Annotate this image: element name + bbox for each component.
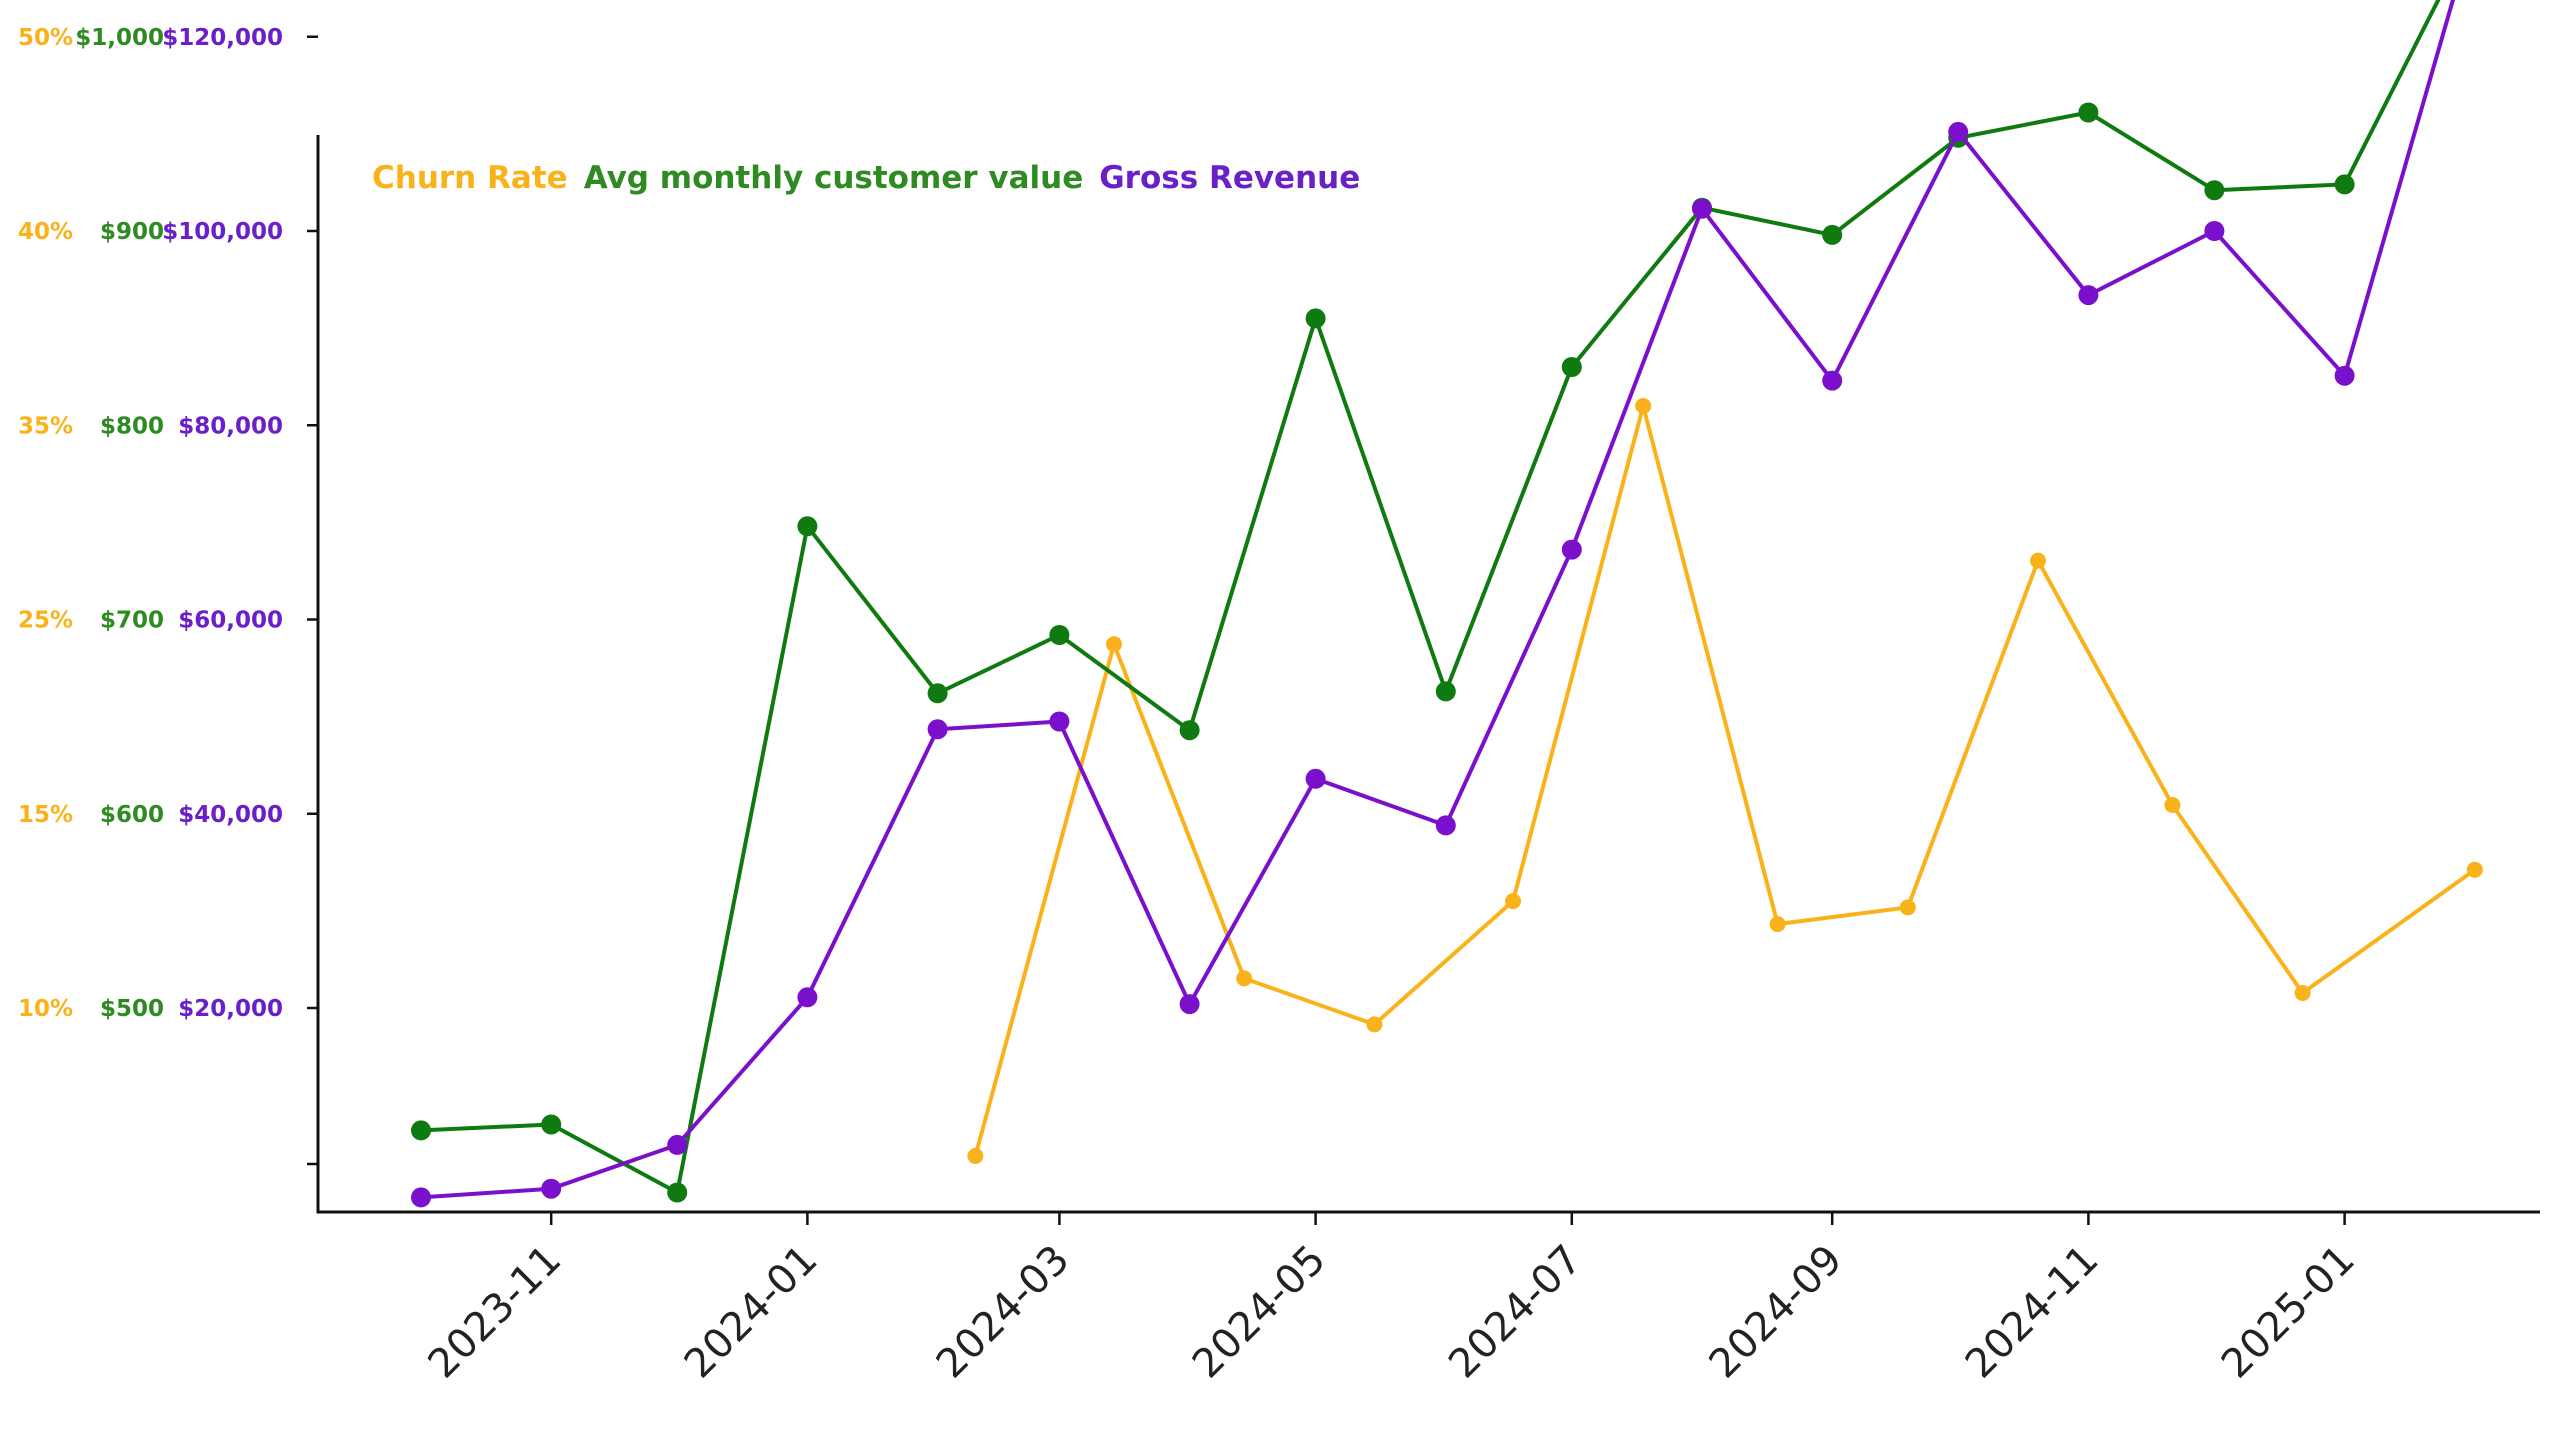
data-point — [1635, 398, 1652, 414]
y-tick-label: $100,000 — [162, 219, 283, 245]
legend: Churn Rate Avg monthly customer value Gros… — [372, 160, 1360, 196]
y-tick-label: $800 — [100, 413, 164, 439]
data-point — [1822, 224, 1843, 245]
data-point — [797, 987, 818, 1008]
data-point — [2334, 174, 2355, 195]
y-tick-label: $900 — [100, 219, 164, 245]
data-point — [1236, 970, 1253, 987]
data-point — [927, 683, 948, 704]
data-point — [667, 1182, 688, 1203]
x-tick-label: 2024-11 — [1957, 1237, 2108, 1388]
y-tick-label: 35% — [18, 413, 73, 439]
x-tick-label: 2024-09 — [1701, 1237, 1852, 1388]
data-point — [1305, 768, 1326, 789]
data-point — [2078, 285, 2099, 306]
series-2 — [411, 0, 2455, 1208]
data-point — [2334, 365, 2355, 386]
y-tick-labels: 50% $1,000$120,000 40% $900$100,000 35% $800 $… — [18, 25, 283, 1022]
data-point — [541, 1114, 562, 1135]
x-tick-label: 2024-05 — [1184, 1237, 1335, 1388]
y-tick-label: $700 — [100, 608, 164, 634]
data-point — [411, 1187, 431, 1208]
data-point — [797, 516, 818, 537]
data-point — [1948, 121, 1969, 142]
data-point — [667, 1134, 688, 1155]
y-tick-label: $1,000 — [75, 25, 164, 51]
y-tick-label: $120,000 — [162, 25, 283, 51]
y-tick-label: 10% — [18, 996, 73, 1022]
data-point — [1769, 916, 1786, 933]
x-tick-label: 2024-01 — [676, 1237, 827, 1388]
legend-item: Avg monthly customer value — [584, 160, 1084, 196]
x-tick-label: 2024-03 — [928, 1237, 1079, 1388]
y-tick-label: $600 — [100, 802, 164, 828]
data-point — [1366, 1016, 1383, 1033]
data-point — [1822, 370, 1843, 391]
data-point — [411, 1120, 431, 1141]
data-point — [1179, 720, 1200, 741]
y-tick-label: 25% — [18, 608, 73, 634]
x-tick-label: 2024-07 — [1440, 1237, 1591, 1388]
y-tick-label: 40% — [18, 219, 73, 245]
data-point — [1435, 681, 1456, 702]
legend-item: Gross Revenue — [1099, 160, 1360, 196]
data-point — [1106, 636, 1122, 653]
data-point — [1049, 711, 1070, 732]
y-tick-label: $20,000 — [178, 996, 283, 1022]
data-point — [2078, 102, 2099, 123]
series-line — [973, 404, 2476, 1157]
data-point — [2294, 985, 2311, 1001]
x-tick-label: 2025-01 — [2213, 1237, 2364, 1388]
data-point — [927, 719, 948, 740]
data-point — [1899, 899, 1916, 916]
x-tick-label: 2023-11 — [420, 1237, 571, 1388]
y-tick-label: $80,000 — [178, 413, 283, 439]
data-point — [541, 1178, 562, 1199]
data-point — [1561, 357, 1582, 377]
data-point — [1179, 994, 1200, 1015]
axes — [307, 35, 2540, 1225]
x-tick-labels: 2023-11 2024-01 2024-03 2024-05 2024-07 2024-… — [420, 1237, 2364, 1388]
y-tick-label: $500 — [100, 996, 164, 1022]
data-point — [2204, 221, 2225, 241]
y-tick-label: $60,000 — [178, 608, 283, 634]
series — [411, 0, 2483, 1208]
data-point — [1305, 308, 1326, 329]
series-0 — [967, 398, 2483, 1164]
data-point — [1505, 893, 1521, 910]
data-point — [1435, 815, 1456, 836]
data-point — [2466, 861, 2483, 878]
legend-item: Churn Rate — [372, 160, 568, 196]
data-point — [1692, 198, 1712, 219]
y-tick-label: $40,000 — [178, 802, 283, 828]
y-tick-label: 50% — [18, 25, 73, 51]
data-point — [2204, 180, 2225, 201]
data-point — [1561, 539, 1582, 560]
data-point — [2030, 552, 2046, 569]
data-point — [2164, 797, 2181, 813]
data-point — [967, 1148, 984, 1164]
y-tick-label: 15% — [18, 802, 73, 828]
data-point — [1049, 625, 1070, 645]
